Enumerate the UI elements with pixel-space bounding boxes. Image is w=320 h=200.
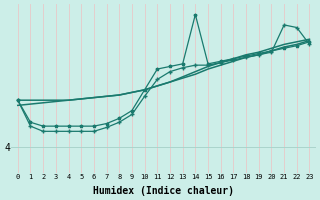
X-axis label: Humidex (Indice chaleur): Humidex (Indice chaleur) bbox=[93, 186, 234, 196]
